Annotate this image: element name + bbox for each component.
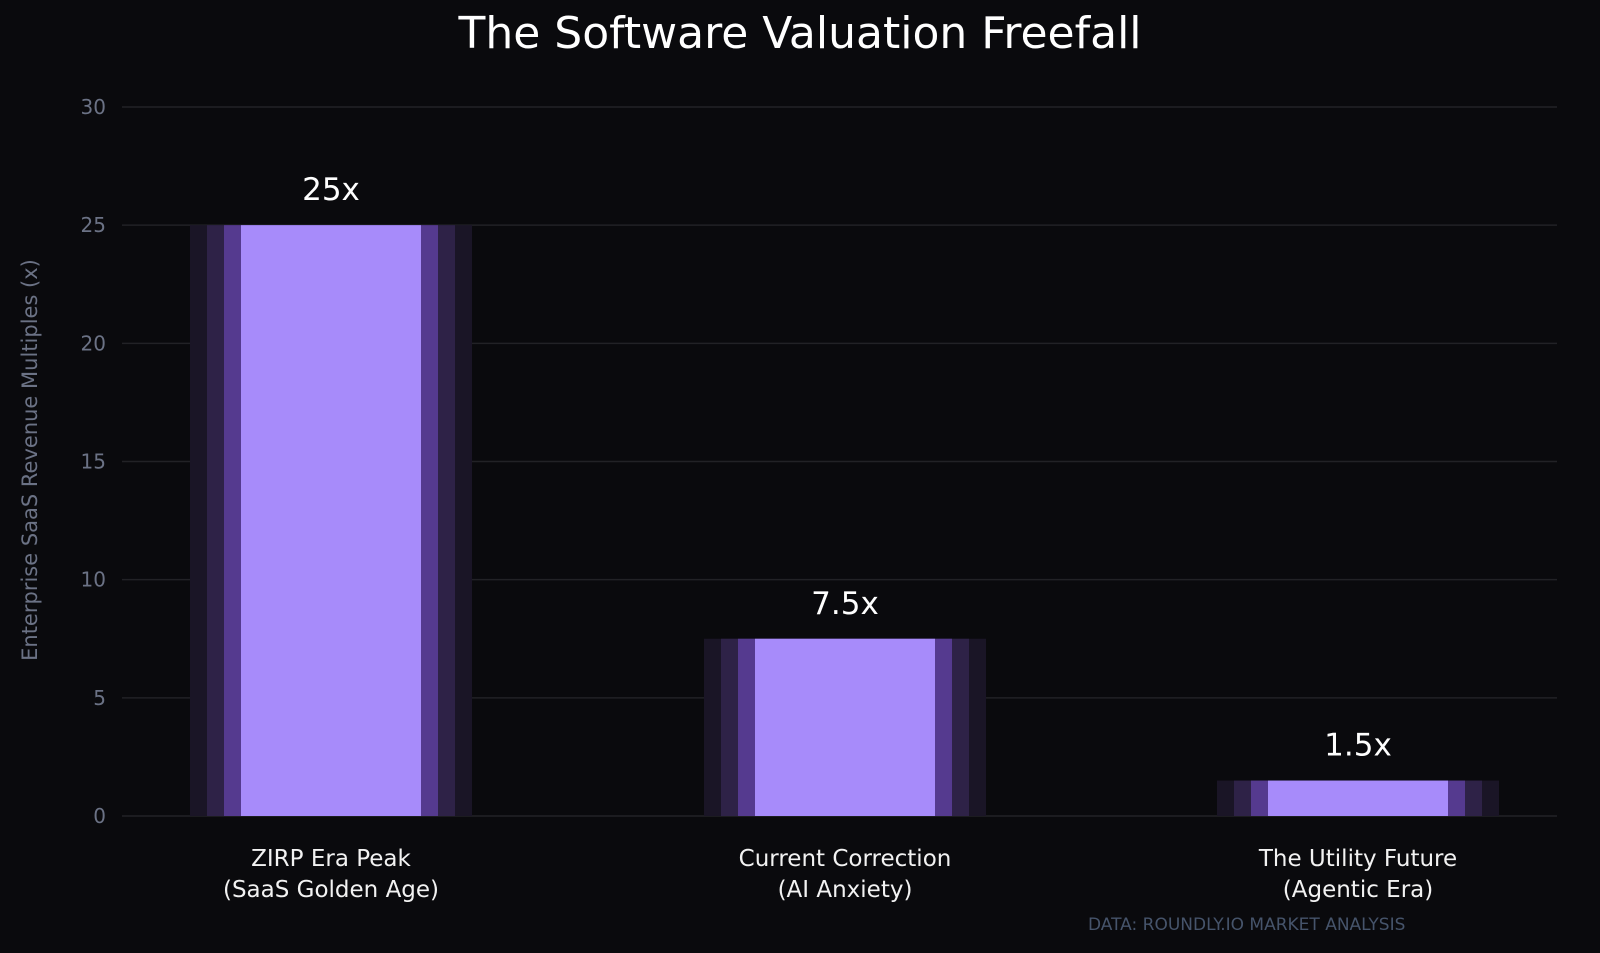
- data-label: 25x: [302, 172, 360, 208]
- source-note: DATA: ROUNDLY.IO MARKET ANALYSIS: [1088, 915, 1406, 935]
- x-tick-label: The Utility Future: [1258, 846, 1457, 872]
- data-label: 1.5x: [1324, 728, 1392, 764]
- chart-title: The Software Valuation Freefall: [458, 8, 1142, 59]
- y-tick-label: 0: [93, 804, 106, 828]
- x-tick-label: (Agentic Era): [1283, 877, 1433, 903]
- y-tick-label: 5: [93, 686, 106, 710]
- y-tick-label: 30: [81, 95, 106, 119]
- y-tick-label: 20: [81, 331, 106, 355]
- x-tick-label: (AI Anxiety): [778, 877, 913, 903]
- data-label: 7.5x: [811, 586, 879, 622]
- x-tick-label: Current Correction: [739, 846, 952, 872]
- x-tick-label: (SaaS Golden Age): [223, 877, 439, 903]
- y-tick-label: 10: [81, 568, 106, 592]
- bar: [1268, 780, 1448, 816]
- y-tick-label: 15: [81, 450, 106, 474]
- bar: [241, 225, 421, 816]
- bar: [755, 638, 935, 816]
- y-tick-label: 25: [81, 213, 106, 237]
- x-tick-label: ZIRP Era Peak: [251, 846, 411, 872]
